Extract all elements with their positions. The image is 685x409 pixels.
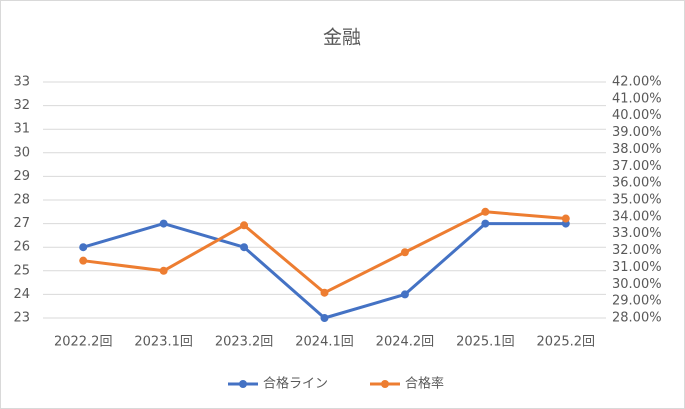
y2-tick-label: 29.00%: [612, 294, 662, 309]
y-tick-label: 29: [13, 169, 30, 184]
legend-marker: [381, 380, 389, 388]
legend-label: 合格率: [405, 376, 444, 392]
data-point: [481, 207, 490, 216]
data-point: [561, 214, 570, 223]
y2-tick-label: 30.00%: [612, 277, 662, 292]
y2-tick-label: 38.00%: [612, 142, 662, 157]
y-tick-label: 31: [13, 122, 30, 137]
x-tick-label: 2024.2回: [376, 335, 435, 350]
y2-tick-label: 35.00%: [612, 193, 662, 208]
y2-tick-label: 41.00%: [612, 91, 662, 106]
y-tick-label: 26: [13, 240, 30, 255]
data-point: [320, 314, 329, 322]
data-point: [240, 221, 249, 230]
y2-tick-label: 33.00%: [612, 226, 662, 241]
y-tick-label: 24: [13, 287, 30, 302]
x-tick-label: 2025.2回: [537, 335, 596, 350]
y2-tick-label: 39.00%: [612, 125, 662, 140]
y-tick-label: 30: [13, 145, 30, 160]
y-tick-label: 28: [13, 193, 30, 208]
x-tick-label: 2023.1回: [134, 335, 193, 350]
legend-label: 合格ライン: [263, 376, 328, 392]
y2-tick-label: 36.00%: [612, 176, 662, 191]
y-tick-label: 32: [13, 98, 30, 113]
x-tick-label: 2023.2回: [215, 335, 274, 350]
chart-title: 金融: [323, 27, 361, 49]
data-point: [400, 248, 409, 257]
y2-tick-label: 40.00%: [612, 108, 662, 123]
x-tick-label: 2024.1回: [295, 335, 354, 350]
data-point: [159, 266, 168, 275]
x-tick-label: 2025.1回: [456, 335, 515, 350]
y-tick-label: 27: [13, 216, 30, 231]
x-tick-label: 2022.2回: [54, 335, 113, 350]
data-point: [400, 290, 409, 299]
y-tick-label: 25: [13, 263, 30, 278]
y2-tick-label: 31.00%: [612, 260, 662, 275]
y2-tick-label: 28.00%: [612, 311, 662, 326]
y2-tick-label: 34.00%: [612, 209, 662, 224]
data-point: [320, 288, 329, 297]
y2-tick-label: 32.00%: [612, 243, 662, 258]
data-point: [79, 243, 88, 252]
data-point: [481, 219, 490, 228]
legend-marker: [239, 380, 247, 388]
y2-tick-label: 42.00%: [612, 75, 662, 90]
data-point: [159, 219, 168, 228]
data-point: [240, 243, 249, 252]
y-tick-label: 23: [13, 311, 30, 326]
y2-tick-label: 37.00%: [612, 159, 662, 174]
y-tick-label: 33: [13, 75, 30, 90]
data-point: [79, 256, 88, 265]
